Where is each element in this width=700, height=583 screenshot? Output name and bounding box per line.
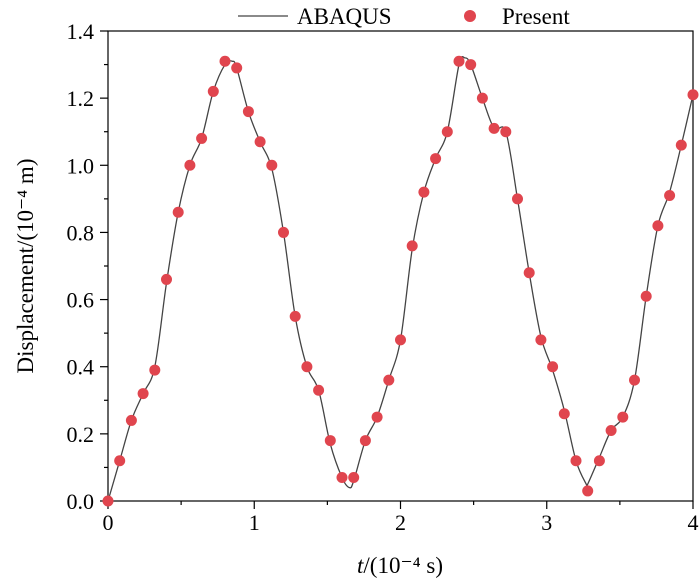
data-point-present — [184, 159, 196, 171]
data-point-present — [207, 85, 219, 97]
data-point-present — [161, 273, 172, 285]
data-point-present — [664, 190, 676, 201]
data-point-present — [383, 374, 395, 386]
legend-marker-present — [464, 10, 476, 22]
x-tick-label: 1 — [249, 510, 260, 535]
y-tick-label: 1.4 — [67, 19, 95, 44]
y-tick-label: 1.0 — [67, 153, 95, 178]
legend: ABAQUS Present — [238, 4, 570, 29]
data-point-present — [430, 153, 442, 165]
data-point-present — [324, 435, 336, 447]
data-point-present — [266, 159, 278, 171]
data-point-present — [219, 55, 231, 67]
data-point-present — [687, 89, 699, 101]
data-point-present — [289, 310, 301, 322]
x-tick-label: 4 — [688, 510, 699, 535]
data-point-present — [254, 136, 266, 148]
data-point-present — [336, 472, 348, 483]
x-axis-title-italic: t — [357, 553, 364, 578]
data-point-present — [500, 126, 512, 138]
data-point-present — [617, 411, 629, 423]
series-line-abaqus — [107, 55, 694, 502]
data-point-present — [675, 139, 687, 151]
data-point-present — [418, 186, 430, 198]
data-point-present — [301, 361, 313, 373]
data-point-present — [278, 226, 289, 238]
data-point-present — [453, 55, 465, 67]
data-point-present — [512, 193, 523, 205]
x-axis-title-rest: /(10⁻⁴ s) — [363, 553, 443, 578]
y-tick-label: 0.2 — [67, 422, 95, 447]
data-point-present — [196, 132, 208, 144]
data-point-present — [242, 106, 254, 118]
data-point-present — [570, 455, 582, 467]
legend-label-abaqus: ABAQUS — [297, 4, 392, 29]
plot-frame — [107, 30, 694, 502]
data-point-present — [465, 59, 477, 71]
data-point-present — [629, 374, 640, 386]
data-point-present — [114, 455, 126, 467]
y-tick-label: 0.8 — [67, 220, 95, 245]
data-point-present — [348, 472, 360, 483]
x-tick-label: 0 — [103, 510, 114, 535]
data-point-present — [137, 388, 149, 400]
data-point-present — [535, 334, 547, 346]
data-point-present — [125, 414, 137, 426]
y-axis: 0.0 0.2 0.4 0.6 0.8 1.0 1.2 1.4 — [67, 19, 108, 514]
x-axis: 0 1 2 3 4 — [103, 501, 699, 535]
data-point-present — [582, 485, 594, 497]
y-tick-label: 0.4 — [67, 355, 95, 380]
data-point-present — [149, 364, 161, 376]
data-point-present — [395, 334, 406, 346]
x-axis-title: t/(10⁻⁴ s) — [357, 553, 443, 578]
data-point-present — [313, 384, 325, 396]
data-point-present — [558, 408, 570, 420]
data-point-present — [172, 206, 184, 218]
y-tick-label: 1.2 — [67, 86, 95, 111]
data-point-present — [640, 290, 652, 302]
y-tick-label: 0.0 — [67, 489, 95, 514]
data-point-present — [476, 92, 488, 104]
data-point-present — [102, 495, 114, 507]
legend-label-present: Present — [502, 4, 570, 29]
data-point-present — [406, 240, 418, 252]
data-point-present — [547, 361, 559, 373]
data-point-present — [605, 425, 617, 436]
data-point-present — [652, 220, 664, 232]
data-point-present — [488, 122, 500, 134]
x-tick-label: 2 — [395, 510, 406, 535]
data-point-present — [231, 62, 243, 74]
data-point-present — [441, 126, 453, 138]
data-point-present — [371, 411, 383, 423]
x-tick-label: 3 — [541, 510, 552, 535]
series-points-present — [102, 55, 699, 507]
data-point-present — [523, 267, 535, 279]
y-axis-title: Displacement/(10⁻⁴ m) — [13, 159, 38, 374]
data-point-present — [359, 435, 371, 447]
y-tick-label: 0.6 — [67, 288, 95, 313]
data-point-present — [593, 455, 605, 467]
